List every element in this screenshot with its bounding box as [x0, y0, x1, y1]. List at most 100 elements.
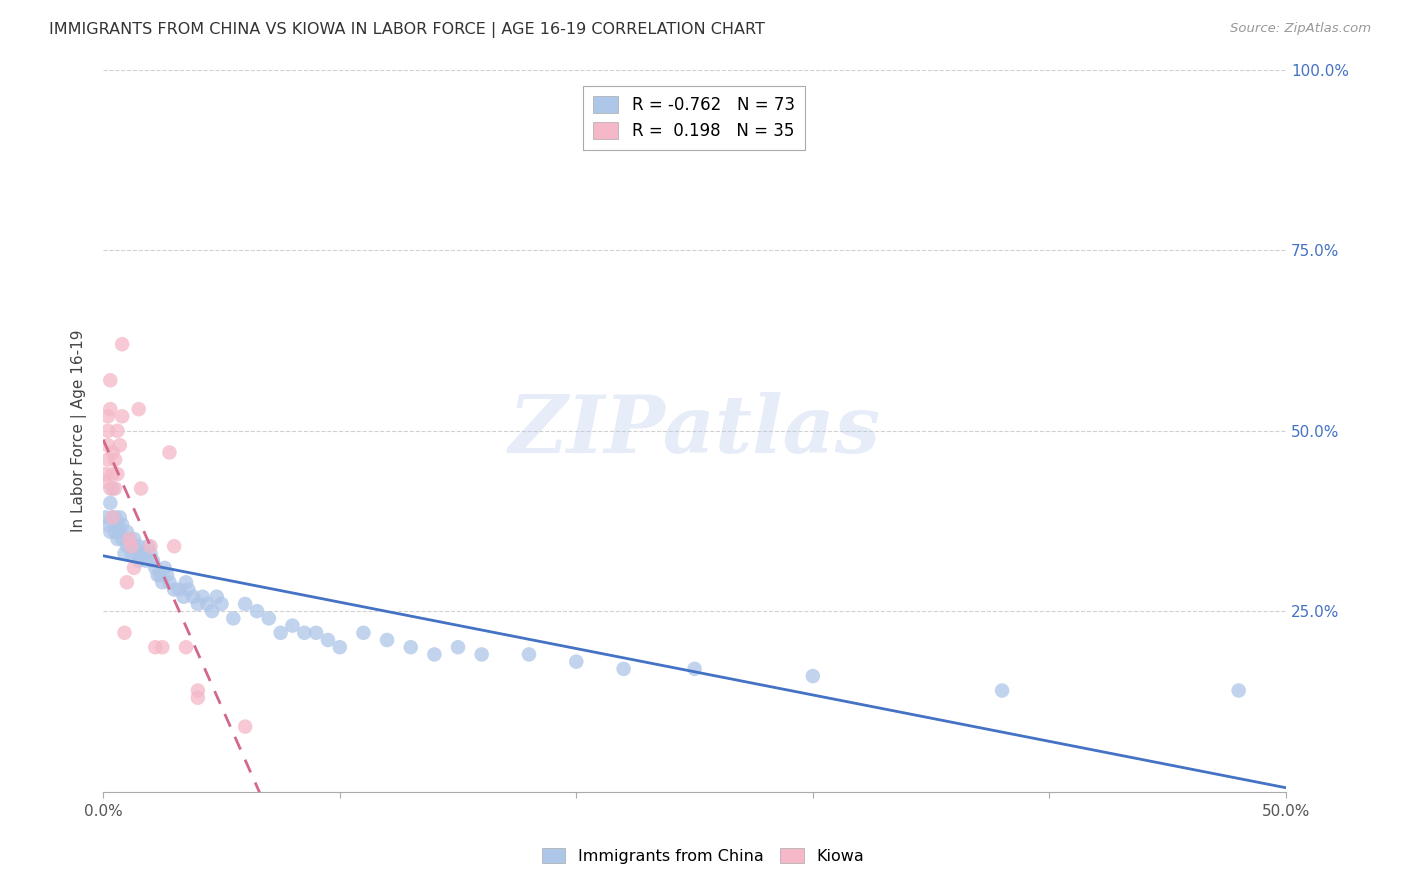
Point: [191, 590, 214, 604]
Point: [233, 597, 256, 611]
Point: [97, 424, 120, 438]
Point: [187, 690, 209, 705]
Point: [423, 648, 446, 662]
Point: [222, 611, 245, 625]
Point: [98, 373, 121, 387]
Point: [201, 604, 224, 618]
Point: [233, 720, 256, 734]
Legend: Immigrants from China, Kiowa: Immigrants from China, Kiowa: [536, 842, 870, 871]
Point: [115, 575, 138, 590]
Point: [111, 409, 134, 424]
Point: [1227, 683, 1250, 698]
Point: [125, 546, 148, 560]
Point: [101, 467, 124, 481]
Point: [143, 561, 166, 575]
Point: [150, 575, 173, 590]
Point: [139, 546, 162, 560]
Point: [97, 452, 120, 467]
Point: [128, 539, 150, 553]
Point: [118, 532, 141, 546]
Text: IMMIGRANTS FROM CHINA VS KIOWA IN LABOR FORCE | AGE 16-19 CORRELATION CHART: IMMIGRANTS FROM CHINA VS KIOWA IN LABOR …: [49, 22, 765, 38]
Point: [174, 640, 197, 655]
Point: [329, 640, 352, 655]
Point: [447, 640, 470, 655]
Point: [128, 554, 150, 568]
Point: [104, 510, 127, 524]
Point: [471, 648, 494, 662]
Point: [122, 539, 145, 553]
Text: ZIPatlas: ZIPatlas: [509, 392, 880, 469]
Point: [352, 625, 374, 640]
Point: [246, 604, 269, 618]
Point: [104, 524, 127, 539]
Point: [257, 611, 280, 625]
Point: [101, 445, 124, 459]
Point: [114, 625, 136, 640]
Point: [159, 445, 181, 459]
Point: [613, 662, 636, 676]
Point: [187, 683, 209, 698]
Point: [98, 402, 121, 417]
Point: [177, 582, 200, 597]
Point: [375, 633, 398, 648]
Point: [211, 597, 233, 611]
Point: [174, 575, 197, 590]
Point: [121, 539, 143, 553]
Point: [94, 475, 117, 489]
Point: [122, 561, 145, 575]
Point: [115, 539, 138, 553]
Point: [98, 524, 121, 539]
Point: [94, 510, 117, 524]
Point: [187, 597, 209, 611]
Point: [107, 517, 129, 532]
Point: [205, 590, 228, 604]
Point: [108, 510, 131, 524]
Point: [94, 467, 117, 481]
Point: [195, 597, 218, 611]
Point: [98, 496, 121, 510]
Point: [111, 532, 134, 546]
Point: [292, 625, 315, 640]
Point: [107, 467, 129, 481]
Point: [101, 482, 124, 496]
Point: [118, 532, 141, 546]
Point: [108, 438, 131, 452]
Point: [683, 662, 706, 676]
Point: [173, 590, 195, 604]
Point: [129, 482, 152, 496]
Point: [101, 510, 124, 524]
Point: [122, 532, 145, 546]
Text: Source: ZipAtlas.com: Source: ZipAtlas.com: [1230, 22, 1371, 36]
Point: [399, 640, 422, 655]
Point: [149, 568, 172, 582]
Point: [991, 683, 1014, 698]
Point: [108, 524, 131, 539]
Point: [270, 625, 292, 640]
Point: [150, 640, 173, 655]
Point: [159, 575, 181, 590]
Point: [128, 402, 150, 417]
Point: [142, 554, 165, 568]
Point: [316, 633, 339, 648]
Point: [156, 568, 179, 582]
Point: [167, 582, 190, 597]
Point: [153, 561, 176, 575]
Point: [129, 546, 152, 560]
Point: [143, 640, 166, 655]
Point: [115, 524, 138, 539]
Point: [121, 546, 143, 560]
Point: [136, 539, 159, 553]
Point: [135, 554, 157, 568]
Point: [163, 539, 186, 553]
Point: [163, 582, 186, 597]
Point: [98, 482, 121, 496]
Point: [181, 590, 204, 604]
Y-axis label: In Labor Force | Age 16-19: In Labor Force | Age 16-19: [72, 329, 87, 532]
Point: [146, 568, 169, 582]
Point: [801, 669, 824, 683]
Point: [139, 539, 162, 553]
Point: [107, 532, 129, 546]
Point: [97, 517, 120, 532]
Legend: R = -0.762   N = 73, R =  0.198   N = 35: R = -0.762 N = 73, R = 0.198 N = 35: [583, 86, 804, 150]
Point: [104, 452, 127, 467]
